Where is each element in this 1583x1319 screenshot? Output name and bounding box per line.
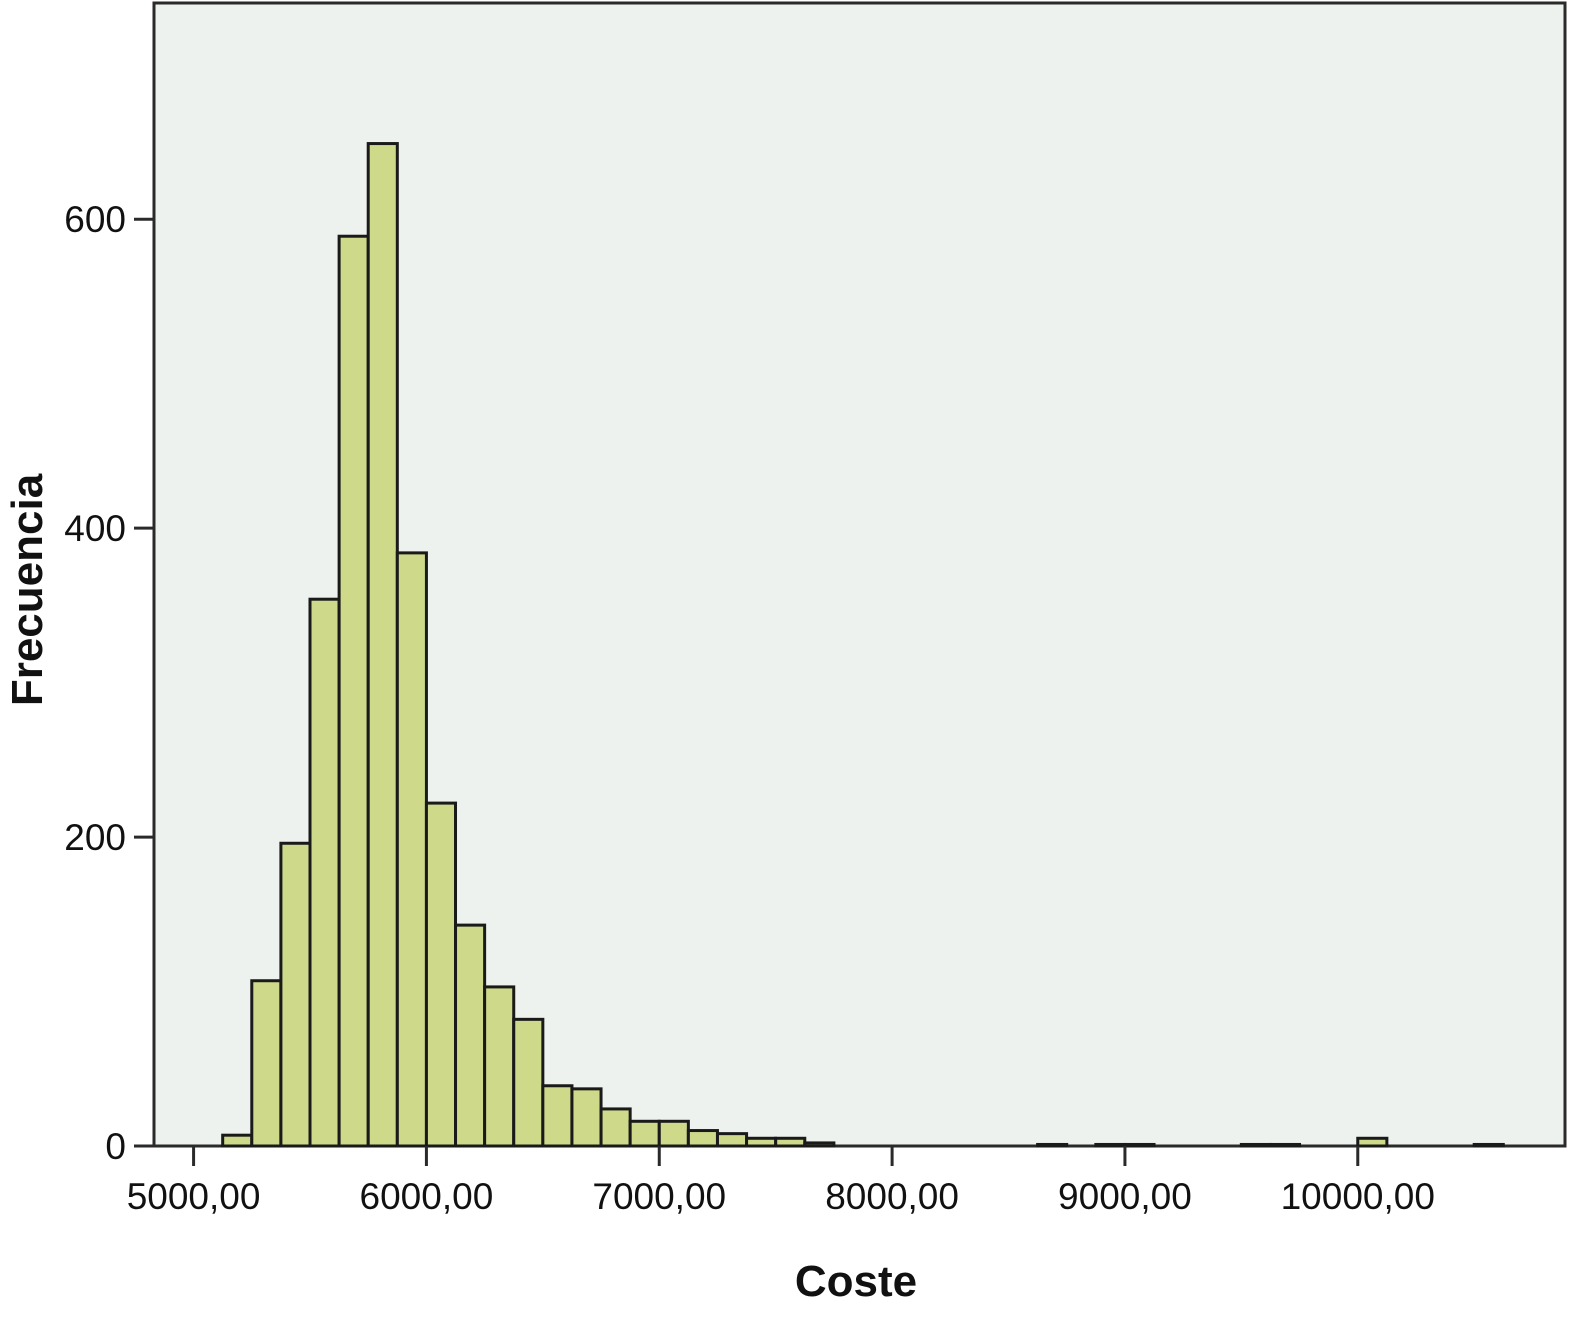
histogram-bar-20: [803, 1141, 836, 1148]
histogram-bar-18: [745, 1136, 778, 1148]
histogram-bar-15: [657, 1119, 690, 1148]
histogram-bar-16: [686, 1129, 719, 1148]
y-tick-label-1: 200: [64, 817, 126, 858]
x-tick-label-5: 10000,00: [1281, 1176, 1435, 1217]
histogram-bar-8: [454, 923, 487, 1148]
histogram-bar-21: [1036, 1142, 1069, 1148]
histogram-bar-4: [337, 234, 370, 1148]
x-axis-title: Coste: [795, 1257, 917, 1306]
histogram-bar-14: [628, 1119, 661, 1148]
y-axis-title: Frecuencia: [3, 473, 52, 706]
histogram-bar-3: [308, 597, 341, 1148]
histogram-bar-26: [1356, 1136, 1389, 1148]
histogram-bar-9: [483, 985, 516, 1148]
x-tick-label-2: 7000,00: [592, 1176, 726, 1217]
bars-group: [221, 142, 1505, 1148]
histogram-bar-10: [512, 1017, 545, 1148]
histogram-bar-2: [279, 841, 312, 1148]
histogram-bar-12: [570, 1087, 603, 1148]
y-axis-ticks: 0 200 400 600: [64, 199, 154, 1167]
x-tick-label-1: 6000,00: [360, 1176, 494, 1217]
histogram-bar-27: [1472, 1142, 1505, 1148]
x-axis-ticks: 5000,00 6000,00 7000,00 8000,00 9000,00 10000…: [127, 1146, 1435, 1217]
x-tick-label-4: 9000,00: [1058, 1176, 1192, 1217]
x-tick-label-0: 5000,00: [127, 1176, 261, 1217]
histogram-bar-22: [1094, 1142, 1127, 1148]
y-tick-label-2: 400: [64, 508, 126, 549]
histogram-bar-1: [250, 979, 283, 1148]
x-tick-label-3: 8000,00: [825, 1176, 959, 1217]
histogram-bar-6: [395, 551, 428, 1148]
histogram-bar-13: [599, 1107, 632, 1148]
histogram-bar-25: [1268, 1142, 1302, 1148]
histogram-bar-7: [424, 801, 458, 1148]
histogram-bar-24: [1239, 1142, 1272, 1148]
histogram-bar-17: [715, 1132, 749, 1148]
y-tick-label-3: 600: [64, 199, 126, 240]
histogram-bar-23: [1123, 1142, 1156, 1148]
histogram-bar-19: [774, 1136, 807, 1148]
histogram-bar-5: [366, 142, 399, 1148]
y-tick-label-0: 0: [105, 1126, 126, 1167]
histogram-bar-11: [541, 1084, 574, 1148]
histogram-bar-0: [221, 1133, 254, 1148]
